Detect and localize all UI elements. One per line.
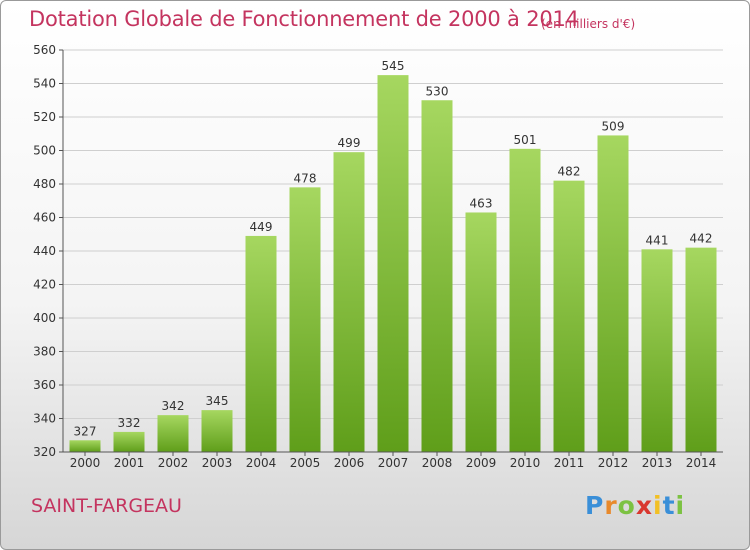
x-tick-label: 2004: [246, 456, 277, 470]
bar-2001: [113, 431, 145, 452]
y-tick-label: 540: [33, 77, 56, 91]
bar-value-label: 545: [382, 59, 405, 73]
bar-2011: [553, 180, 585, 452]
logo-letter: t: [662, 491, 676, 520]
bar-2014: [685, 247, 717, 452]
logo-letter: i: [675, 491, 686, 520]
y-tick-label: 480: [33, 177, 56, 191]
x-tick-label: 2002: [158, 456, 189, 470]
proxiti-logo[interactable]: Proxiti: [585, 491, 685, 520]
x-tick-label: 2013: [642, 456, 673, 470]
y-tick-label: 460: [33, 211, 56, 225]
x-tick-label: 2010: [510, 456, 541, 470]
x-tick-label: 2006: [334, 456, 365, 470]
x-tick-label: 2000: [70, 456, 101, 470]
bar-value-label: 345: [206, 394, 229, 408]
logo-letter: r: [604, 491, 618, 520]
bar-2006: [333, 152, 365, 453]
bar-value-label: 463: [470, 196, 493, 210]
bar-2012: [597, 135, 629, 453]
chart-unit: (en milliers d'€): [541, 17, 636, 31]
y-tick-label: 440: [33, 244, 56, 258]
bar-2003: [201, 410, 233, 452]
y-tick-label: 340: [33, 412, 56, 426]
commune-name: SAINT-FARGEAU: [31, 495, 182, 517]
logo-letter: P: [585, 491, 605, 520]
x-tick-label: 2005: [290, 456, 321, 470]
bar-chart: 327 332 342 345 449 478 499 545 530 463 501 482 509 4…: [33, 43, 723, 470]
bar-value-label: 332: [118, 416, 141, 430]
bar-value-label: 327: [74, 424, 97, 438]
bar-2000: [69, 440, 101, 452]
x-tick-label: 2014: [686, 456, 717, 470]
y-tick-label: 520: [33, 110, 56, 124]
bar-2010: [509, 148, 541, 452]
axes: 320 340 360 380 400 420 440 460 480 500 520 540 560 2…: [33, 43, 723, 470]
x-tick-label: 2003: [202, 456, 233, 470]
bar-value-label: 442: [690, 232, 713, 246]
y-tick-label: 500: [33, 144, 56, 158]
bar-2007: [377, 75, 409, 452]
chart-title: Dotation Globale de Fonctionnement de 20…: [29, 7, 579, 31]
y-tick-label: 320: [33, 445, 56, 459]
y-tick-label: 400: [33, 311, 56, 325]
logo-letter: o: [617, 491, 636, 520]
x-tick-label: 2012: [598, 456, 629, 470]
y-tick-label: 560: [33, 43, 56, 57]
bar-value-label: 530: [426, 84, 449, 98]
bar-value-label: 501: [514, 133, 537, 147]
logo-letter: i: [653, 491, 663, 520]
x-tick-label: 2007: [378, 456, 409, 470]
bar-2013: [641, 249, 673, 452]
bar-2008: [421, 100, 453, 452]
bar-2009: [465, 212, 497, 452]
y-tick-label: 420: [33, 278, 56, 292]
x-tick-label: 2011: [554, 456, 585, 470]
x-tick-label: 2009: [466, 456, 497, 470]
bar-value-label: 478: [294, 171, 317, 185]
x-tick-label: 2008: [422, 456, 453, 470]
y-tick-label: 360: [33, 378, 56, 392]
bar-value-label: 441: [646, 233, 669, 247]
bar-value-label: 499: [338, 136, 361, 150]
bar-value-label: 449: [250, 220, 273, 234]
bars: 327 332 342 345 449 478 499 545 530 463 501 482 509 4…: [69, 59, 717, 453]
bar-2002: [157, 415, 189, 452]
bar-2004: [245, 235, 277, 452]
bar-2005: [289, 187, 321, 452]
bar-value-label: 509: [602, 119, 625, 133]
logo-letter: x: [635, 491, 653, 520]
bar-value-label: 342: [162, 399, 185, 413]
y-tick-label: 380: [33, 345, 56, 359]
bar-value-label: 482: [558, 165, 581, 179]
x-tick-label: 2001: [114, 456, 145, 470]
